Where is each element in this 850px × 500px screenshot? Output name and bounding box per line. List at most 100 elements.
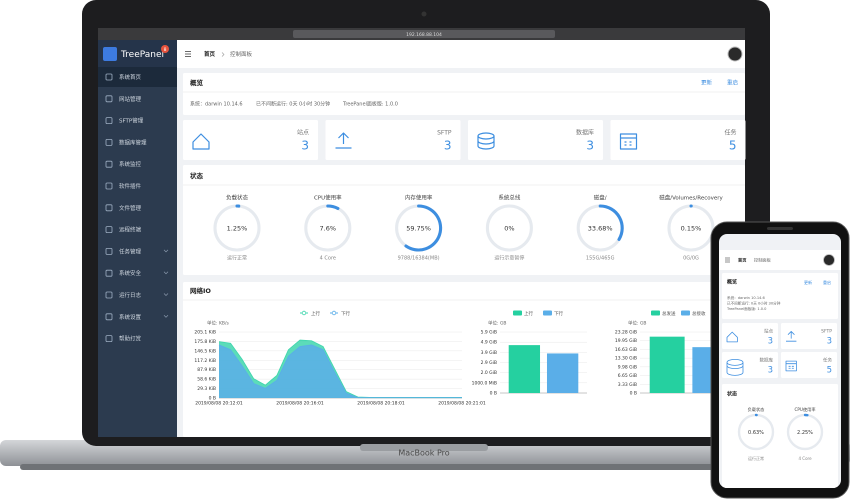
menu-item[interactable]: 软件插件	[119, 182, 142, 190]
breadcrumb: 控制面板	[754, 257, 772, 264]
gauge-value: 2.25%	[797, 430, 813, 436]
gauge-name: 负载状态	[748, 406, 765, 413]
card	[468, 120, 603, 160]
legend-label[interactable]: 下行	[341, 310, 350, 317]
legend-label[interactable]: 上行	[311, 310, 320, 317]
card	[183, 73, 745, 115]
gauge-name: CPU使用率	[314, 194, 342, 202]
legend-label[interactable]: 总发送	[662, 310, 676, 317]
menu-item[interactable]: 系统安全	[119, 269, 142, 277]
y-tick-label: 0 B	[630, 391, 637, 397]
y-tick-label: 13.30 GiB	[615, 356, 637, 362]
y-tick-label: 2.9 GiB	[481, 360, 497, 366]
bar	[508, 345, 541, 393]
y-tick-label: 175.8 KiB	[194, 339, 216, 345]
menu-item[interactable]: 系统监控	[119, 160, 142, 168]
gauge-value: 1.25%	[227, 225, 248, 233]
bar	[546, 353, 579, 393]
stat-icon	[477, 132, 495, 150]
legend-swatch	[513, 310, 522, 316]
y-tick-label: 58.6 KiB	[197, 377, 216, 383]
menu-item[interactable]: 任务管理	[119, 247, 142, 255]
action-link[interactable]: 更新	[701, 79, 713, 87]
legend-label[interactable]: 下行	[554, 310, 563, 317]
badge-count: 8	[164, 47, 167, 53]
action-link[interactable]: 重启	[727, 79, 738, 87]
gauge-value: 7.6%	[320, 225, 337, 233]
y-tick-label: 2.0 GiB	[481, 370, 497, 376]
stat-label: 站点	[297, 129, 309, 137]
legend-label[interactable]: 总接收	[692, 310, 706, 317]
gauge-value: 59.75%	[406, 225, 431, 233]
y-tick-label: 205.1 KiB	[194, 330, 216, 336]
gauge-value: 0%	[504, 225, 514, 233]
chart-unit: 单位: GB	[628, 320, 647, 327]
logo	[103, 47, 117, 61]
card	[722, 352, 778, 378]
menu-icon	[105, 95, 113, 103]
camera	[421, 11, 427, 17]
laptop-label: MacBook Pro	[398, 449, 449, 458]
card	[781, 352, 837, 378]
menu-item[interactable]: 帮助打赏	[119, 335, 142, 343]
info-text: TreePanel面板版: 1.0.0	[726, 306, 767, 311]
y-tick-label: 3.9 GiB	[481, 350, 497, 356]
card-title: 概览	[727, 279, 737, 286]
menu-item[interactable]: 系统首页	[119, 73, 142, 81]
menu-chevron	[163, 315, 169, 318]
x-tick-label: 2019/08/08 20:12:01	[195, 401, 243, 407]
legend-label[interactable]: 上行	[524, 310, 533, 317]
menu-item[interactable]: SFTP管理	[119, 117, 144, 125]
bar	[649, 336, 685, 393]
stat-label: 任务	[724, 129, 736, 137]
breadcrumb[interactable]: 首页	[204, 50, 216, 58]
info-text: 系统：darwin 10.14.6	[190, 101, 243, 108]
menu-item[interactable]: 网站管理	[119, 95, 142, 103]
stat-icon	[192, 133, 210, 150]
gauge-note: 运行正常	[748, 455, 764, 461]
breadcrumb[interactable]: 首页	[738, 257, 746, 264]
menu-item[interactable]: 运行日志	[119, 291, 142, 299]
y-tick-label: 4.9 GiB	[481, 340, 497, 346]
area-fill	[219, 344, 462, 398]
stat-icon	[726, 331, 738, 343]
breadcrumb: 控制面板	[230, 50, 253, 58]
info-text: 系统：darwin 10.14.6	[727, 295, 766, 300]
stat-value: 5	[827, 366, 832, 376]
phone-header	[719, 250, 841, 270]
stat-value: 3	[586, 139, 594, 153]
card	[722, 273, 838, 319]
gauge-arc	[598, 204, 624, 241]
card	[610, 120, 746, 160]
menu-item[interactable]: 数据库管理	[119, 138, 147, 146]
action-link[interactable]: 更新	[804, 279, 812, 285]
action-link[interactable]: 重启	[823, 279, 831, 285]
gauge-value: 0.63%	[748, 430, 764, 436]
info-text: 已不间断运行: 0天 0小时 30分钟	[727, 301, 781, 306]
info-text: TreePanel面板版: 1.0.0	[342, 101, 398, 108]
gauge-arc	[326, 204, 340, 211]
stat-value: 3	[301, 139, 309, 153]
stat-value: 3	[768, 337, 773, 347]
menu-item[interactable]: 远程终端	[119, 226, 142, 234]
menu-icon	[105, 138, 113, 146]
y-tick-label: 19.95 GiB	[615, 338, 637, 344]
menu-item[interactable]: 文件管理	[119, 204, 142, 212]
stat-label: 数据库	[576, 129, 594, 137]
menu-icon	[105, 160, 113, 168]
legend-swatch	[681, 310, 690, 316]
y-tick-label: 146.5 KiB	[194, 348, 216, 354]
x-tick-label: 2019/08/08 20:18:01	[357, 401, 405, 407]
gauge-name: 内存使用率	[405, 194, 433, 202]
card	[325, 120, 461, 160]
sidebar	[98, 40, 177, 437]
gauge-note: 0G/0G	[683, 256, 699, 262]
y-tick-label: 6.65 GiB	[618, 373, 637, 379]
legend-swatch	[301, 310, 307, 316]
y-tick-label: 117.2 KiB	[194, 358, 216, 364]
url: 192.168.88.104	[406, 32, 442, 38]
menu-item[interactable]: 系统设置	[119, 313, 142, 321]
gauge-note: 4 Core	[798, 456, 812, 461]
menu-icon	[105, 335, 113, 343]
